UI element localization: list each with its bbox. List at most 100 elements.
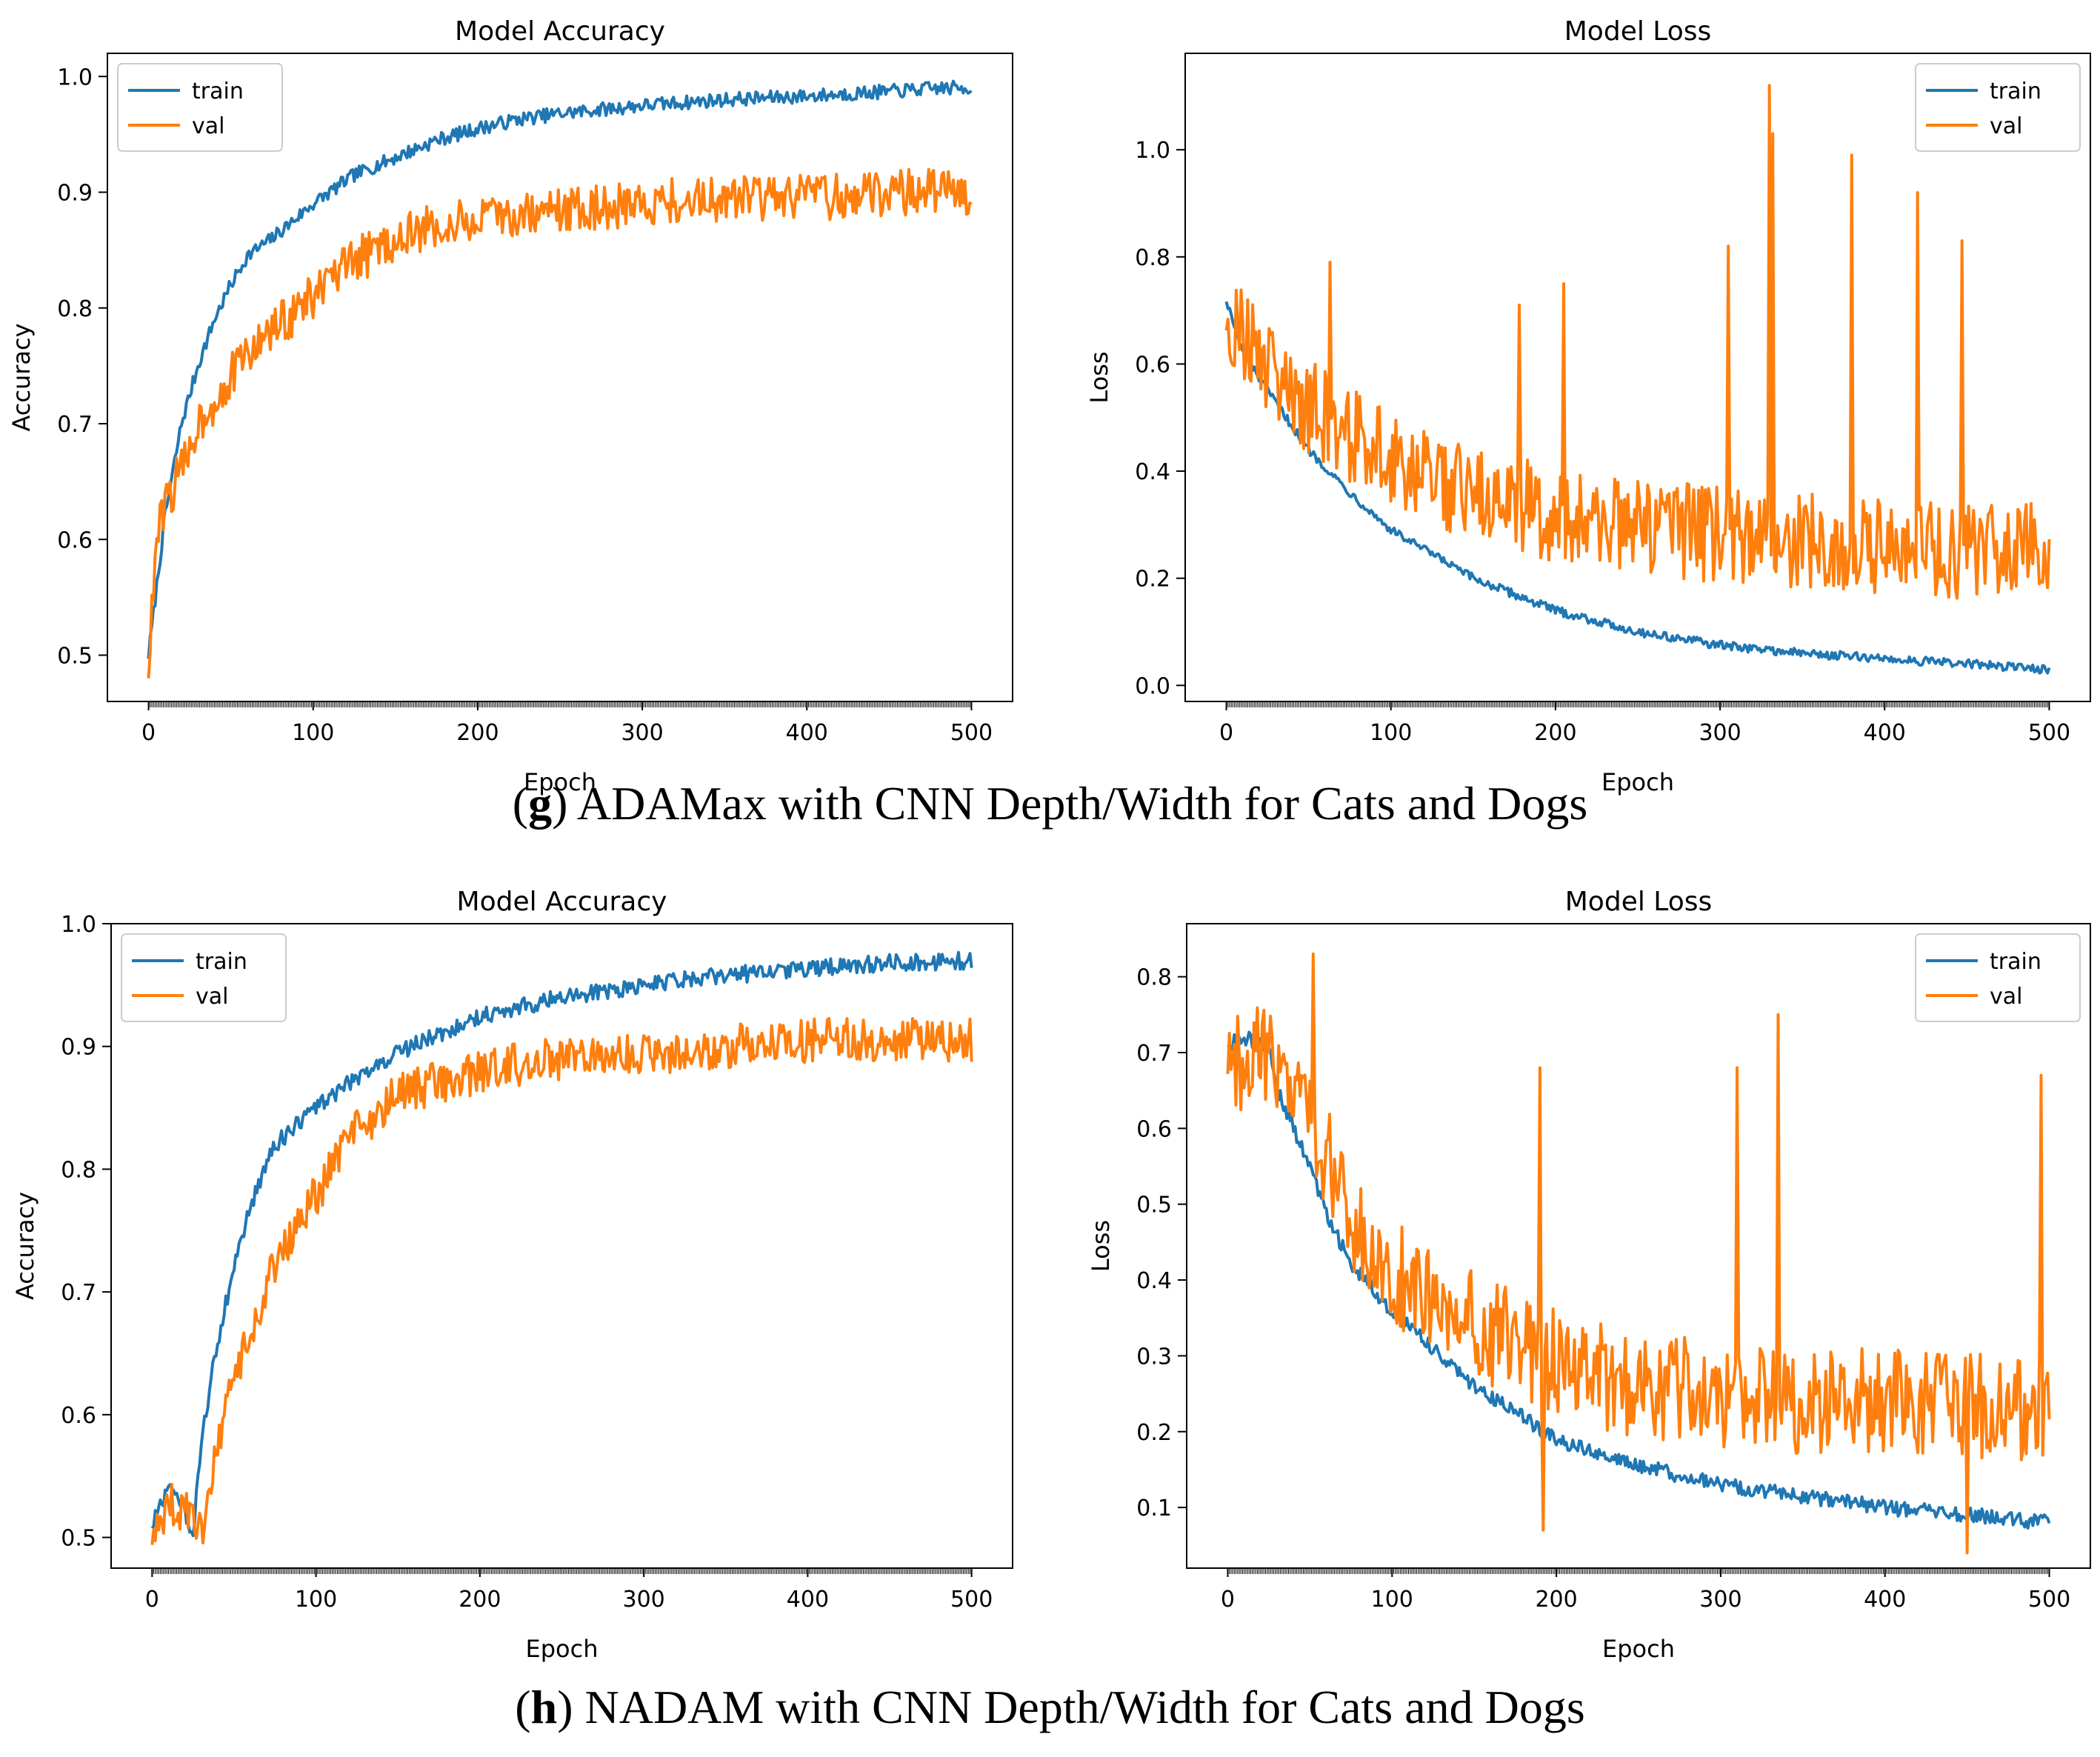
y-tick-label: 0.6 <box>57 527 93 553</box>
x-tick-label: 100 <box>1371 1587 1413 1613</box>
series-line-train <box>150 950 973 1538</box>
legend-label-val: val <box>192 113 224 139</box>
x-tick-label: 0 <box>1221 1587 1235 1613</box>
x-tick-label: 200 <box>1535 1587 1577 1613</box>
plot-frame <box>1186 923 2091 1569</box>
y-tick-label: 0.0 <box>1135 673 1170 699</box>
caption-h-letter: h <box>530 1681 558 1733</box>
x-tick-label: 200 <box>459 1587 501 1613</box>
legend-label-val: val <box>196 984 228 1010</box>
y-tick-label: 1.0 <box>57 64 93 90</box>
x-tick-label: 300 <box>1699 1587 1741 1613</box>
x-minor-ticks <box>153 1568 973 1574</box>
chart-h-loss: Model Loss Epoch Loss 0 100 200 300 400 500 0.1 0.… <box>1087 887 2091 1663</box>
chart-g-loss: Model Loss Epoch Loss 0 100 200 300 400 500 0.0 0.… <box>1085 16 2091 796</box>
chart-title: Model Accuracy <box>457 887 667 917</box>
y-axis-label: Loss <box>1085 351 1113 403</box>
caption-g: (g) ADAMax with CNN Depth/Width for Cats… <box>512 777 1588 830</box>
x-tick-label: 400 <box>787 1587 829 1613</box>
chart-g-acc: Model Accuracy Epoch Accuracy 0 100 200 300 400… <box>7 16 1013 796</box>
x-tick-label: 100 <box>1370 720 1412 746</box>
x-axis-label: Epoch <box>1602 1635 1675 1663</box>
chart-title: Model Loss <box>1564 16 1712 47</box>
x-tick-label: 200 <box>456 720 499 746</box>
y-tick-label: 0.8 <box>1135 245 1170 271</box>
x-minor-ticks <box>1227 701 2050 707</box>
y-tick-label: 0.7 <box>61 1280 96 1306</box>
y-tick-label: 0.5 <box>61 1526 96 1552</box>
legend-label-val: val <box>1990 113 2022 139</box>
x-axis-label: Epoch <box>1601 768 1674 796</box>
chart-title: Model Accuracy <box>455 16 665 47</box>
x-axis-label: Epoch <box>524 768 596 796</box>
y-tick-label: 0.7 <box>57 412 93 438</box>
legend-box <box>117 63 283 152</box>
y-tick-label: 0.9 <box>61 1035 96 1061</box>
legend-label-train: train <box>192 79 244 104</box>
x-tick-label: 500 <box>2028 720 2070 746</box>
y-tick-label: 0.8 <box>61 1157 96 1183</box>
x-tick-label: 300 <box>621 720 663 746</box>
x-tick-label: 400 <box>786 720 828 746</box>
y-tick-label: 0.6 <box>1135 352 1170 378</box>
y-tick-label: 0.1 <box>1136 1496 1172 1521</box>
series-line-val <box>147 167 973 679</box>
legend-box <box>1915 63 2081 152</box>
y-tick-label: 0.4 <box>1135 459 1170 485</box>
y-tick-label: 0.6 <box>1136 1116 1172 1142</box>
x-tick-label: 0 <box>1219 720 1233 746</box>
series-line-train <box>1227 1030 2051 1530</box>
y-axis-label: Accuracy <box>7 323 36 431</box>
chart-title: Model Loss <box>1565 887 1713 917</box>
series-line-train <box>1224 301 2051 675</box>
series-line-train <box>147 79 973 659</box>
x-minor-ticks <box>150 701 972 707</box>
series-line-val <box>1224 84 2051 600</box>
x-tick-label: 100 <box>295 1587 337 1613</box>
x-tick-label: 500 <box>950 1587 993 1613</box>
y-tick-label: 1.0 <box>61 912 96 938</box>
caption-h-text: NADAM with CNN Depth/Width for Cats and … <box>584 1681 1585 1733</box>
y-tick-label: 0.8 <box>1136 965 1172 991</box>
legend-label-train: train <box>1990 949 2041 975</box>
y-tick-label: 0.7 <box>1136 1041 1172 1067</box>
y-tick-label: 0.2 <box>1135 567 1170 593</box>
plot-frame <box>1184 53 2091 702</box>
y-tick-label: 0.3 <box>1136 1344 1172 1370</box>
chart-h-acc: Model Accuracy Epoch Accuracy 0 100 200 300 400… <box>11 887 1013 1663</box>
x-tick-label: 500 <box>950 720 993 746</box>
y-axis-label: Accuracy <box>11 1192 39 1300</box>
series-line-val <box>150 1016 973 1545</box>
x-tick-label: 300 <box>1699 720 1741 746</box>
legend-box <box>1915 933 2081 1022</box>
y-tick-label: 0.9 <box>57 181 93 207</box>
legend: train val <box>117 63 283 152</box>
legend-box <box>121 933 287 1022</box>
y-tick-label: 0.5 <box>1136 1193 1172 1218</box>
legend: train val <box>1915 933 2081 1022</box>
x-tick-label: 0 <box>145 1587 159 1613</box>
x-axis-label: Epoch <box>526 1635 599 1663</box>
x-tick-label: 300 <box>623 1587 665 1613</box>
caption-g-letter: g <box>528 777 553 830</box>
y-axis-label: Loss <box>1087 1220 1115 1272</box>
x-tick-label: 200 <box>1534 720 1576 746</box>
x-tick-label: 500 <box>2028 1587 2070 1613</box>
x-tick-label: 400 <box>1864 720 1906 746</box>
caption-g-text: ADAMax with CNN Depth/Width for Cats and… <box>576 777 1588 830</box>
legend-label-train: train <box>196 949 247 975</box>
legend-label-train: train <box>1990 79 2041 104</box>
y-tick-label: 0.5 <box>57 644 93 670</box>
series-line-val <box>1226 952 2051 1555</box>
plot-frame <box>107 53 1013 702</box>
plot-frame <box>110 923 1013 1569</box>
legend: train val <box>121 933 287 1022</box>
caption-h: (h) NADAM with CNN Depth/Width for Cats … <box>515 1681 1585 1733</box>
x-tick-label: 0 <box>141 720 156 746</box>
x-tick-label: 400 <box>1864 1587 1906 1613</box>
y-tick-label: 1.0 <box>1135 138 1170 164</box>
legend-label-val: val <box>1990 984 2022 1010</box>
y-tick-label: 0.6 <box>61 1403 96 1429</box>
legend: train val <box>1915 63 2081 152</box>
